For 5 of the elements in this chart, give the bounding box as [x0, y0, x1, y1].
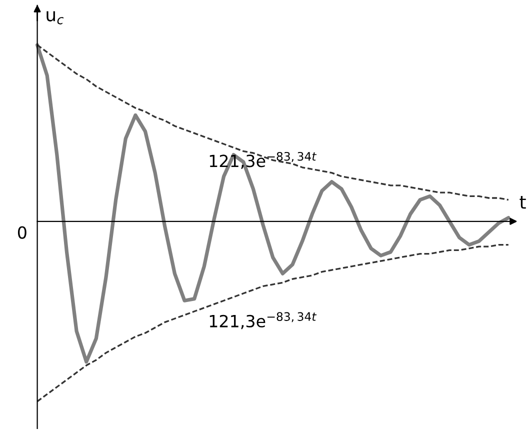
x-axis-title: t: [520, 196, 526, 209]
y-axis-title: u$_{c}$: [46, 11, 64, 24]
text: 0: [18, 226, 26, 239]
annotation: 121,3e$^{−83,34t}$: [210, 152, 317, 169]
annotation: 121,3e$^{−83,34t}$: [210, 312, 317, 330]
